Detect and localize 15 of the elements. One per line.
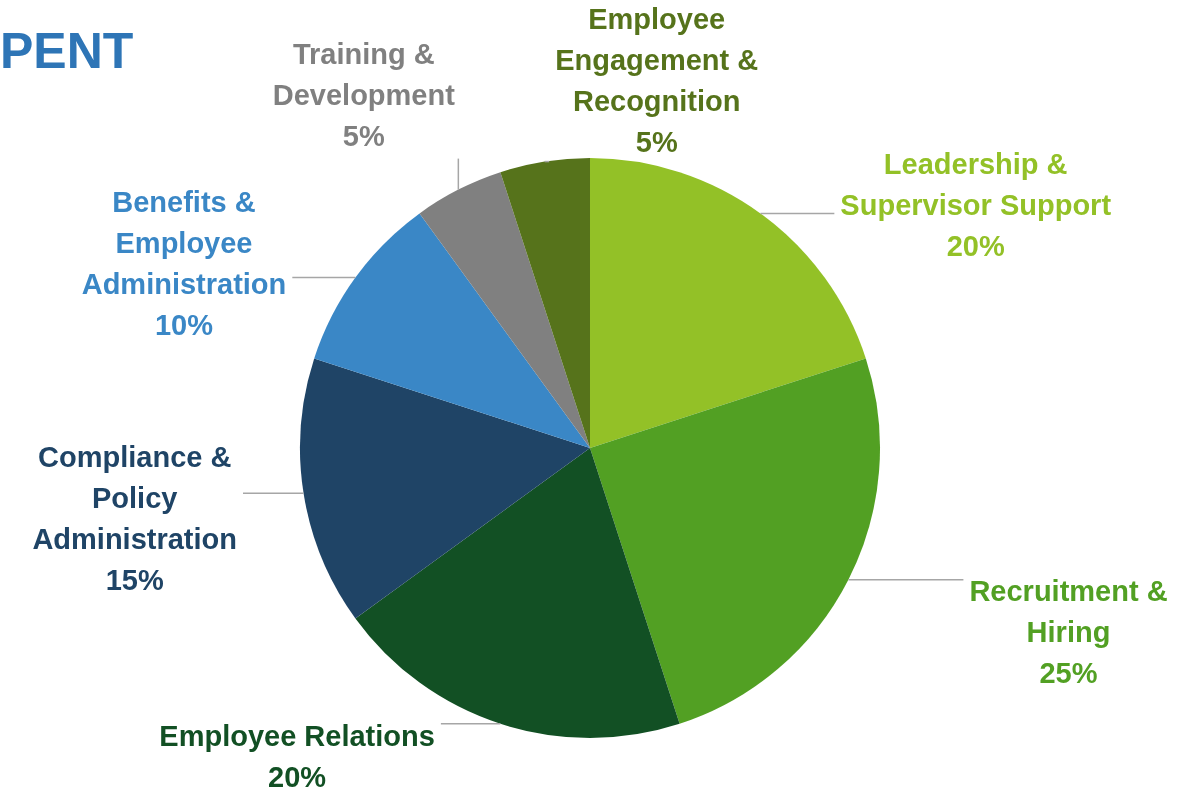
data-label: 10% — [154, 308, 214, 341]
slice-label: Benefits & Employee Administration — [81, 185, 287, 300]
slice-label: Employee Relations — [159, 719, 435, 752]
slice-label: Compliance & Policy Administration — [32, 441, 238, 555]
data-label: 20% — [268, 760, 327, 793]
slice-label: Recruitment & Hiring — [969, 574, 1168, 648]
slice-label: Training & Development — [272, 38, 456, 112]
data-label: 25% — [1039, 656, 1098, 689]
data-label: 15% — [105, 564, 164, 596]
slice-label: Leadership & Supervisor Support — [840, 148, 1112, 222]
data-label: 5% — [635, 126, 678, 159]
data-label: 5% — [342, 120, 385, 153]
chart-title: PENT — [0, 22, 134, 80]
data-label: 20% — [946, 230, 1005, 263]
slice-label: Employee Engagement & Recognition — [555, 3, 759, 118]
